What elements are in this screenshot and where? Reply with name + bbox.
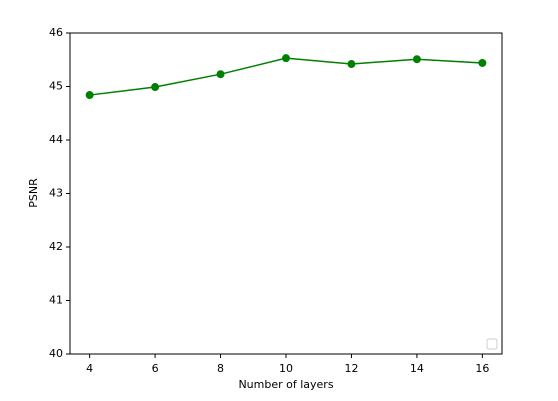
point: [347, 60, 356, 69]
x-axis-label: Number of layers: [238, 378, 333, 391]
legend-box: [486, 338, 498, 350]
x-tick-label: 4: [86, 362, 93, 375]
y-axis-label: PSNR: [27, 178, 40, 208]
y-tick-label: 44: [49, 133, 63, 146]
line: [89, 57, 483, 96]
point: [151, 83, 160, 92]
y-tick-label: 43: [49, 187, 63, 200]
x-tick-label: 14: [410, 362, 424, 375]
axes-frame: [69, 32, 503, 355]
y-tick-label: 42: [49, 240, 63, 253]
x-tick-label: 16: [475, 362, 489, 375]
point: [412, 55, 421, 64]
x-tick-label: 10: [279, 362, 293, 375]
y-tick-label: 41: [49, 294, 63, 307]
y-tick-label: 46: [49, 26, 63, 39]
x-tick-label: 12: [344, 362, 358, 375]
y-tick-label: 40: [49, 347, 63, 360]
point: [85, 91, 94, 100]
point: [216, 70, 225, 79]
point: [282, 54, 290, 63]
x-tick-label: 6: [152, 362, 159, 375]
y-tick-label: 45: [49, 80, 63, 93]
x-tick-label: 8: [217, 362, 224, 375]
point: [478, 58, 487, 67]
